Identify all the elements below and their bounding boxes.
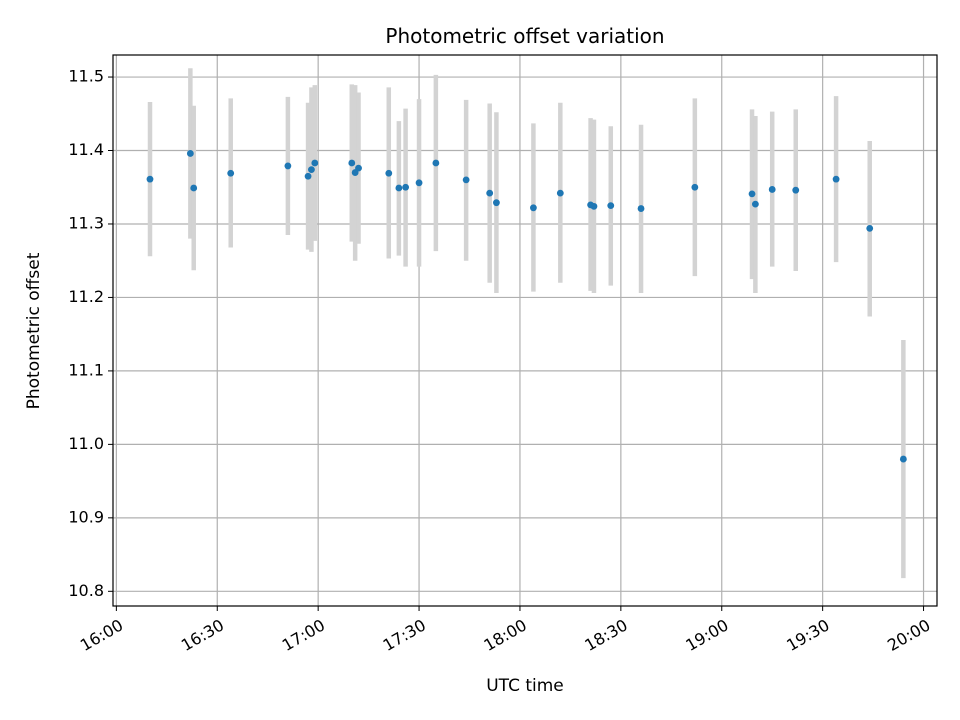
data-point xyxy=(385,169,393,177)
chart-title: Photometric offset variation xyxy=(385,24,664,48)
y-axis-ticks: 10.8 10.9 11.0 11.1 11.2 11.3 11.4 11.5 xyxy=(68,67,113,600)
data-point xyxy=(832,175,840,183)
y-tick-label: 11.5 xyxy=(68,67,104,86)
data-point xyxy=(748,190,756,198)
data-point xyxy=(462,176,470,184)
data-point xyxy=(899,455,907,463)
data-point xyxy=(190,184,198,192)
y-axis-label: Photometric offset xyxy=(24,252,44,409)
plot-area-frame xyxy=(112,54,938,607)
data-point xyxy=(311,159,319,167)
data-point xyxy=(348,159,356,167)
data-point xyxy=(146,175,154,183)
data-points xyxy=(146,150,907,463)
y-tick-label: 11.3 xyxy=(68,213,104,232)
data-point xyxy=(607,202,615,210)
y-tick-label: 11.0 xyxy=(68,434,104,453)
data-point xyxy=(402,183,410,191)
data-point xyxy=(308,166,315,174)
data-point xyxy=(355,164,362,172)
data-point xyxy=(227,169,235,177)
y-tick-label: 11.2 xyxy=(68,287,104,306)
data-point xyxy=(637,205,645,212)
y-tick-label: 10.9 xyxy=(68,507,104,526)
data-point xyxy=(792,186,800,194)
grid xyxy=(113,55,937,606)
y-tick-label: 10.8 xyxy=(68,581,104,600)
data-point xyxy=(768,186,776,193)
data-point xyxy=(432,159,440,167)
x-axis-label: UTC time xyxy=(486,676,564,696)
y-tick-label: 11.1 xyxy=(68,360,104,379)
data-point xyxy=(395,184,403,192)
data-point xyxy=(493,199,500,207)
data-point xyxy=(530,204,537,212)
data-point xyxy=(304,172,312,180)
y-tick-label: 11.4 xyxy=(68,140,104,159)
data-point xyxy=(691,183,699,191)
data-point xyxy=(186,150,194,157)
data-point xyxy=(486,189,494,197)
data-point xyxy=(415,179,423,187)
data-point xyxy=(751,200,759,208)
data-point xyxy=(284,162,292,170)
data-point xyxy=(556,189,564,197)
data-point xyxy=(590,202,598,210)
data-point xyxy=(866,224,874,232)
